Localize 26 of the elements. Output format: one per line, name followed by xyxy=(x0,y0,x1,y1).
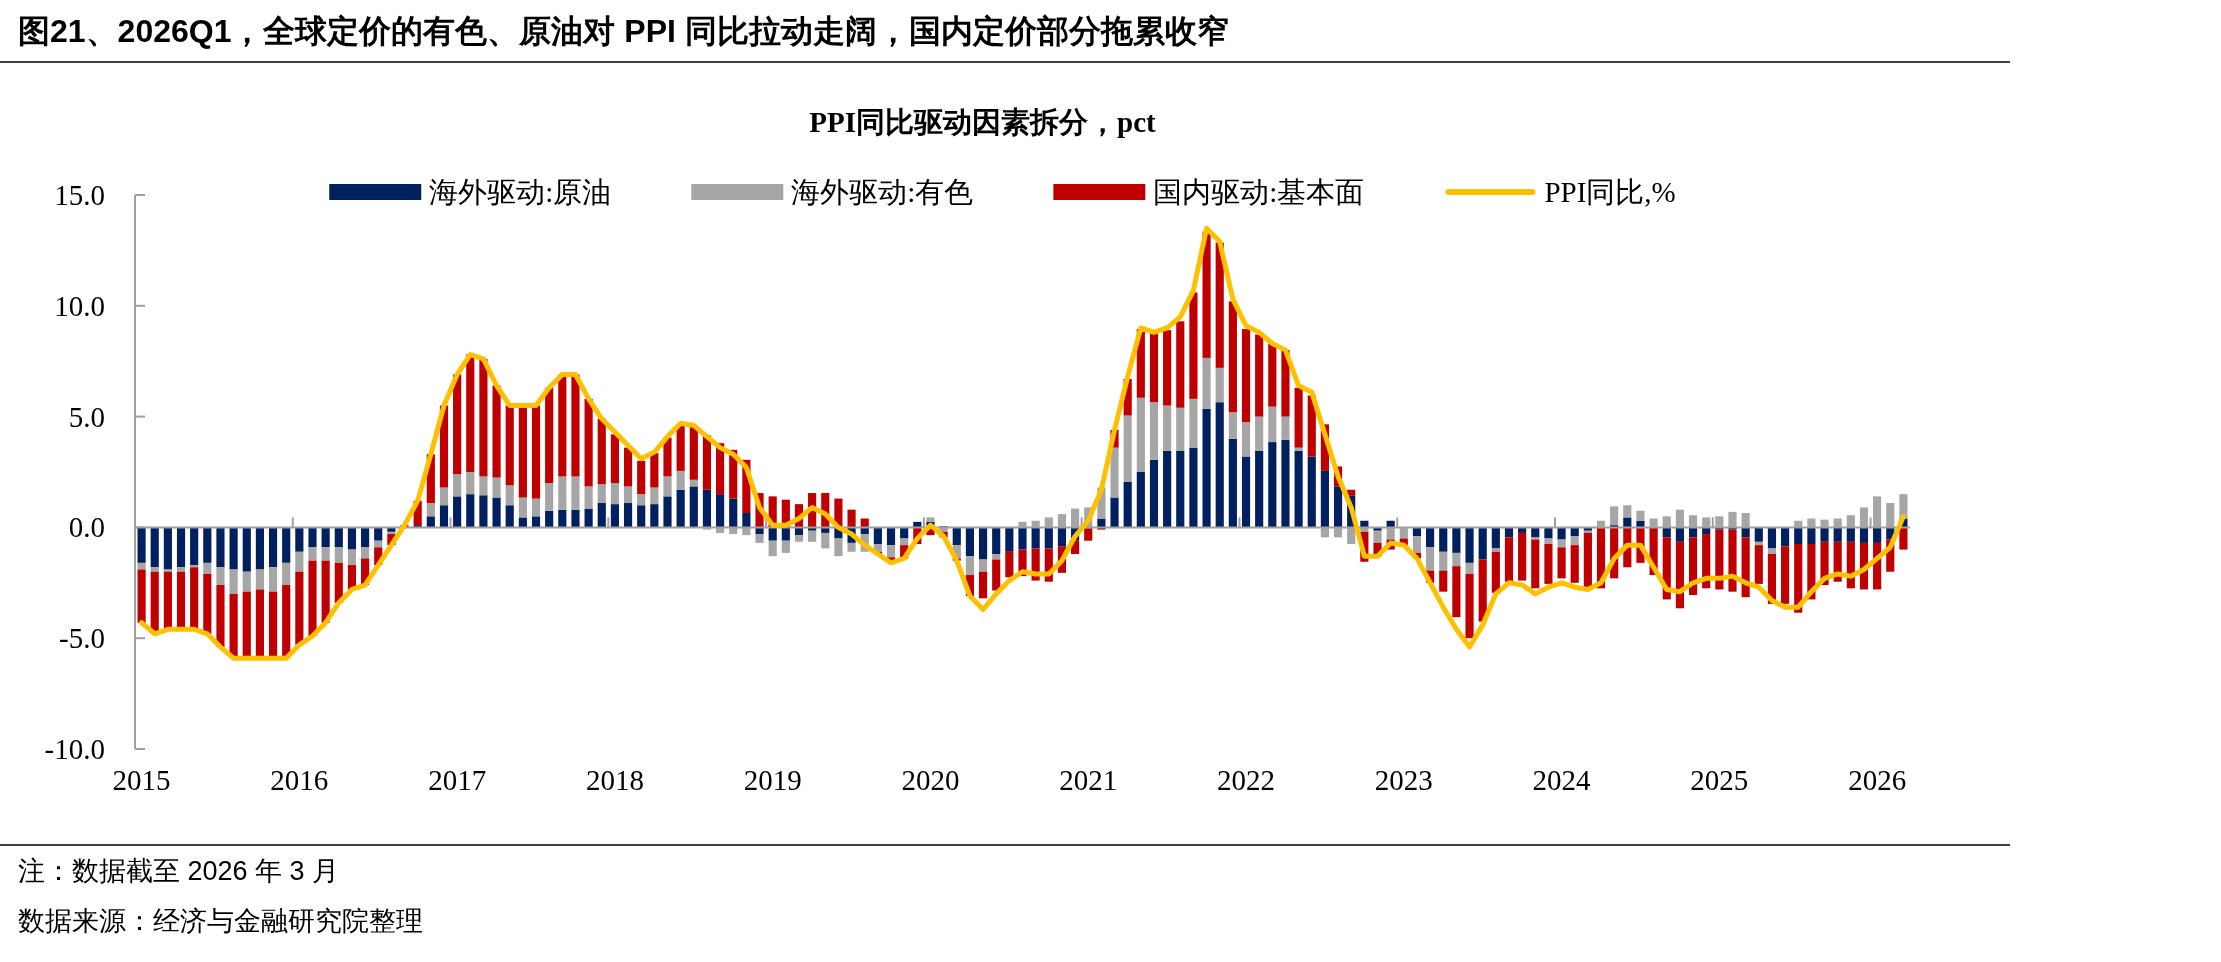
source-note: 数据来源：经济与金融研究院整理 xyxy=(18,906,423,936)
x-tick-label: 2023 xyxy=(1374,764,1433,796)
x-tick-label: 2022 xyxy=(1217,764,1276,796)
y-tick-label: -10.0 xyxy=(44,733,105,765)
text: 注：数据截至 2026 年 3 月 xyxy=(18,856,340,886)
legend-label: PPI同比,% xyxy=(1544,176,1676,208)
legend-label: 海外驱动:原油 xyxy=(429,176,612,208)
y-tick-label: 10.0 xyxy=(54,289,105,322)
y-tick-label: 15.0 xyxy=(54,179,105,211)
chart-title: 图21、2026Q1，全球定价的有色、原油对 PPI 同比拉动走阔，国内定价部分拖累收窄 xyxy=(18,13,1229,49)
x-tick-label: 2015 xyxy=(112,764,171,796)
x-tick-label: 2017 xyxy=(428,764,487,796)
y-tick-label: 0.0 xyxy=(68,511,105,544)
x-tick-label: 2016 xyxy=(270,764,329,796)
x-tick-label: 2026 xyxy=(1848,764,1907,796)
x-tick-label: 2019 xyxy=(743,764,802,796)
x-tick-label: 2025 xyxy=(1690,764,1749,796)
legend-label: 国内驱动:基本面 xyxy=(1153,176,1365,208)
x-tick-label: 2020 xyxy=(901,764,960,796)
x-tick-label: 2018 xyxy=(585,764,644,796)
x-tick-label: 2024 xyxy=(1532,764,1592,796)
legend-label: 海外驱动:有色 xyxy=(791,176,974,208)
y-tick-label: 5.0 xyxy=(68,400,105,433)
x-tick-label: 2021 xyxy=(1059,764,1118,796)
chart-subtitle: PPI同比驱动因素拆分，pct xyxy=(809,106,1157,138)
y-tick-label: -5.0 xyxy=(59,622,105,655)
